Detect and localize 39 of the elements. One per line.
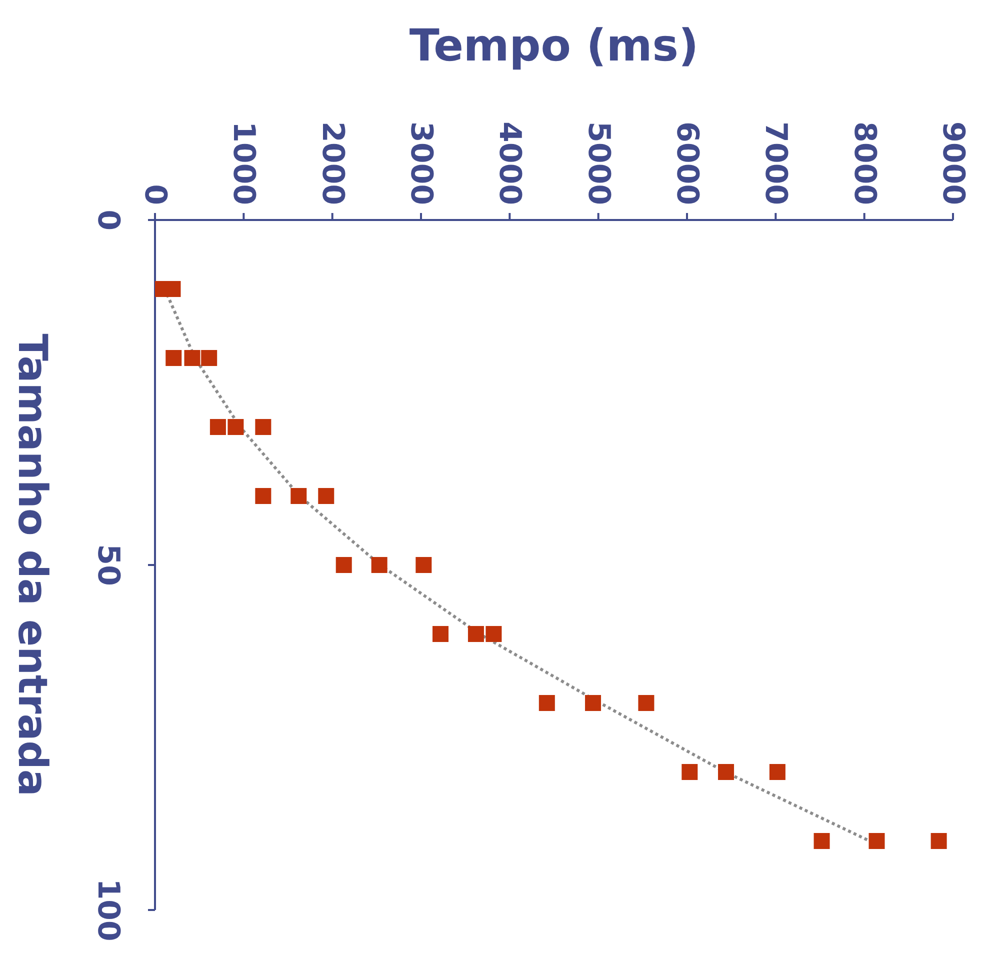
- point: [868, 833, 885, 849]
- x-tick-label: 8000: [846, 122, 882, 205]
- point: [585, 695, 602, 711]
- point: [201, 350, 218, 366]
- point: [371, 557, 388, 573]
- y-tick-label: 50: [90, 544, 126, 586]
- y-axis-title: Tamanho da entrada: [9, 334, 55, 796]
- x-tick-label: 9000: [936, 122, 970, 205]
- point: [468, 626, 484, 642]
- point: [486, 626, 502, 642]
- y-tick-label: 100: [90, 878, 126, 942]
- point: [255, 488, 272, 504]
- point: [432, 626, 449, 642]
- x-tick-label: 4000: [492, 122, 528, 205]
- y-tick-label: 0: [90, 210, 126, 230]
- x-tick-label: 3000: [404, 122, 438, 205]
- point: [166, 350, 182, 366]
- point: [255, 419, 272, 435]
- point: [814, 833, 830, 849]
- x-tick-label: 7000: [758, 122, 794, 205]
- point: [718, 764, 734, 780]
- point: [930, 833, 947, 849]
- point: [682, 764, 698, 780]
- point: [318, 488, 334, 504]
- point: [210, 419, 226, 435]
- point: [336, 557, 352, 573]
- point: [228, 419, 244, 435]
- point: [538, 695, 555, 711]
- point: [290, 488, 307, 504]
- point: [769, 764, 786, 780]
- x-tick-label: 1000: [226, 122, 262, 205]
- point: [638, 695, 654, 711]
- x-tick-label: 5000: [580, 122, 616, 205]
- x-tick-label: 2000: [314, 122, 350, 205]
- x-tick-label: 0: [138, 184, 172, 205]
- point: [416, 557, 432, 573]
- point: [184, 350, 200, 366]
- x-tick-label: 6000: [670, 122, 704, 205]
- x-axis-title: Tempo (ms): [409, 20, 699, 72]
